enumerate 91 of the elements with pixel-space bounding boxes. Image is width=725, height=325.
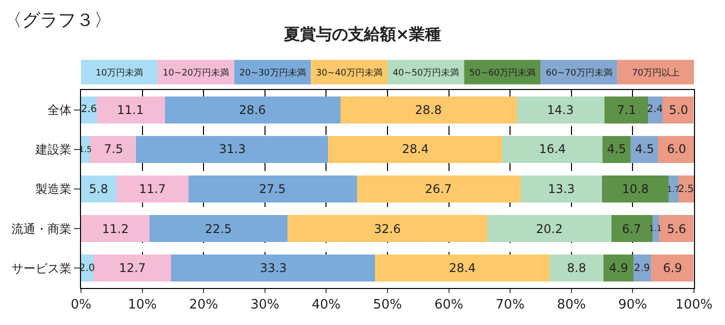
bar	[81, 215, 150, 242]
data-label: 16.4	[539, 142, 566, 156]
data-label: 13.3	[548, 182, 575, 196]
y-tick-label: 建設業	[34, 142, 72, 157]
data-label: 32.6	[374, 222, 401, 236]
bar	[651, 254, 694, 282]
text: 40~50万円未満	[392, 68, 460, 79]
data-label: 2.6	[81, 104, 97, 115]
data-label: 10.8	[622, 182, 649, 196]
bar	[150, 215, 288, 242]
data-label: 6.9	[663, 261, 682, 275]
x-tick-label: 30%	[250, 298, 280, 313]
data-label: 4.5	[607, 142, 626, 156]
series-label: 70万円以上	[632, 68, 680, 79]
bar	[678, 176, 694, 202]
data-label: 2.5	[678, 184, 694, 195]
bar	[116, 176, 188, 202]
data-label: 11.2	[102, 222, 129, 236]
bar	[516, 96, 604, 124]
bar	[375, 254, 550, 282]
bar	[96, 96, 165, 124]
bar	[502, 136, 603, 163]
data-label: 22.5	[205, 222, 232, 236]
data-label: 33.3	[260, 261, 287, 275]
x-tick-label: 10%	[128, 298, 157, 313]
series-label: 10万円未満	[96, 68, 144, 79]
bar	[603, 254, 634, 282]
x-tick-label: 80%	[556, 298, 586, 313]
x-tick-label: 50%	[373, 298, 402, 313]
bar	[658, 136, 694, 163]
data-label: 28.4	[449, 261, 476, 275]
data-label: 27.5	[259, 182, 286, 196]
bar	[136, 136, 328, 163]
data-label: 2.9	[634, 263, 650, 274]
x-tick-label: 60%	[434, 298, 464, 313]
text: 50~60万円未満	[469, 68, 536, 79]
data-label: 31.3	[219, 142, 246, 156]
bar	[171, 254, 376, 282]
bar	[90, 136, 136, 163]
data-label: 28.6	[239, 103, 266, 117]
data-label: 11.7	[139, 182, 166, 196]
data-label: 8.8	[567, 261, 586, 275]
data-label: 12.7	[119, 261, 146, 275]
bar	[487, 215, 612, 242]
data-label: 5.6	[667, 222, 686, 236]
text: 60~70万円未満	[546, 68, 612, 79]
x-tick-label: 40%	[312, 298, 341, 313]
data-label: 5.8	[89, 182, 108, 196]
data-label: 28.8	[415, 103, 442, 117]
bar	[604, 96, 648, 124]
data-label: 20.2	[536, 222, 563, 236]
bar	[81, 176, 117, 202]
data-label: 4.5	[635, 142, 654, 156]
bar	[630, 136, 658, 163]
x-tick-label: 0%	[70, 298, 92, 313]
series-label: 10~20万円未満	[162, 68, 230, 79]
bar	[602, 136, 630, 163]
data-label: 7.1	[617, 103, 636, 117]
series-label: 20~30万円未満	[239, 68, 306, 79]
data-label: 26.7	[425, 182, 452, 196]
data-label: 7.5	[104, 142, 124, 156]
chart-title: 夏賞与の支給額×業種	[282, 24, 442, 44]
x-tick-label: 70%	[496, 298, 525, 313]
x-tick-label: 100%	[675, 298, 713, 313]
data-label: 14.3	[547, 103, 574, 117]
bar	[328, 136, 502, 163]
bar	[520, 176, 602, 202]
series-label: 30~40万円未満	[316, 68, 382, 79]
x-tick-label: 90%	[618, 298, 648, 313]
bar	[662, 96, 694, 124]
data-label: 11.1	[117, 103, 144, 117]
bar	[549, 254, 604, 282]
bar	[93, 254, 172, 282]
bar	[602, 176, 668, 202]
y-tick-label: 製造業	[36, 182, 72, 196]
y-tick-label: 全体	[48, 103, 72, 117]
data-label: 28.4	[402, 142, 429, 156]
bar	[356, 176, 521, 202]
data-label: 6.7	[622, 222, 642, 236]
y-tick-label: サービス業	[12, 261, 72, 276]
data-label: 6.0	[667, 142, 686, 156]
bar	[659, 215, 694, 242]
bar	[288, 215, 488, 242]
x-tick-label: 20%	[189, 298, 218, 313]
bar	[188, 176, 357, 202]
y-tick-label: 流通・商業	[12, 222, 72, 236]
bar	[340, 96, 517, 124]
data-label: 5.0	[669, 103, 688, 117]
data-label: 4.9	[609, 261, 628, 275]
bar	[164, 96, 340, 124]
text: 〈グラフ３〉	[4, 10, 112, 31]
